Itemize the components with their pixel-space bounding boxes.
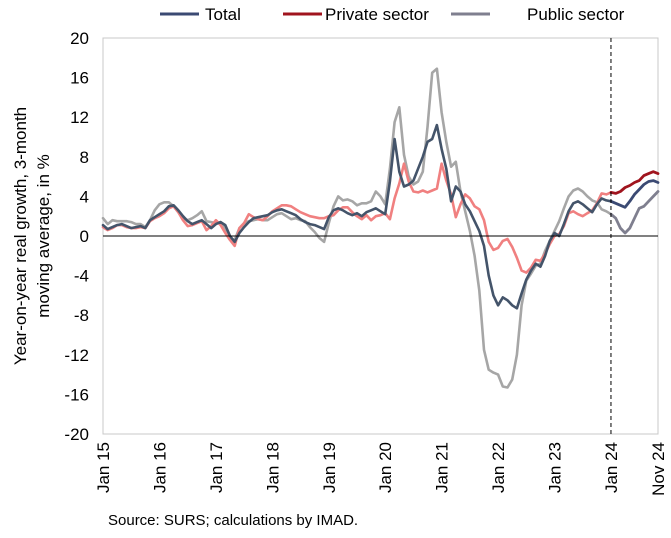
y-axis-ticks: 20 16 12 8 4 0 -4 -8 -12 -16 -20 xyxy=(64,29,89,444)
series-line-private-sector-latest xyxy=(609,170,660,195)
chart-legend: Total Private sector Public sector xyxy=(160,5,625,24)
x-tick-label: Jan 21 xyxy=(433,442,452,493)
y-tick-label: -16 xyxy=(64,385,89,404)
y-tick-label: 12 xyxy=(70,108,89,127)
y-tick-label: -20 xyxy=(64,425,89,444)
x-tick-label: Jan 20 xyxy=(376,442,395,493)
legend-label: Private sector xyxy=(325,5,429,24)
y-tick-label: 0 xyxy=(80,227,89,246)
x-tick-label: Jan 16 xyxy=(150,442,169,493)
series-line-total-latest xyxy=(609,179,660,209)
y-tick-label: -8 xyxy=(74,306,89,325)
x-tick-label: Jan 23 xyxy=(546,442,565,493)
source-note: Source: SURS; calculations by IMAD. xyxy=(108,512,359,529)
plot-area xyxy=(101,37,660,435)
y-axis-label: Year-on-year real growth, 3-month moving … xyxy=(11,107,53,365)
x-axis-ticks: Jan 15 Jan 16 Jan 17 Jan 18 Jan 19 Jan 20 Jan … xyxy=(94,442,668,496)
series-line-private-sector xyxy=(101,162,613,274)
x-tick-label: Jan 22 xyxy=(489,442,508,493)
y-tick-label: 20 xyxy=(70,29,89,48)
legend-label: Total xyxy=(205,5,241,24)
series-line-public-sector xyxy=(101,67,613,389)
y-tick-label: -12 xyxy=(64,346,89,365)
x-tick-label: Jan 24 xyxy=(602,442,621,493)
x-tick-label: Nov 24 xyxy=(649,442,668,496)
legend-label: Public sector xyxy=(527,5,625,24)
y-tick-label: 16 xyxy=(70,69,89,88)
series-line-public-sector-latest xyxy=(609,190,660,235)
y-tick-label: 4 xyxy=(80,187,89,206)
x-tick-label: Jan 19 xyxy=(320,442,339,493)
x-tick-label: Jan 17 xyxy=(207,442,226,493)
x-tick-label: Jan 18 xyxy=(263,442,282,493)
y-axis-label-line: Year-on-year real growth, 3-month xyxy=(11,107,30,365)
x-tick-label: Jan 15 xyxy=(94,442,113,493)
series-line-total xyxy=(101,123,613,310)
series-layer xyxy=(101,67,660,389)
y-tick-label: 8 xyxy=(80,148,89,167)
y-axis-label-line: moving average, in % xyxy=(34,154,53,317)
y-tick-label: -4 xyxy=(74,267,89,286)
